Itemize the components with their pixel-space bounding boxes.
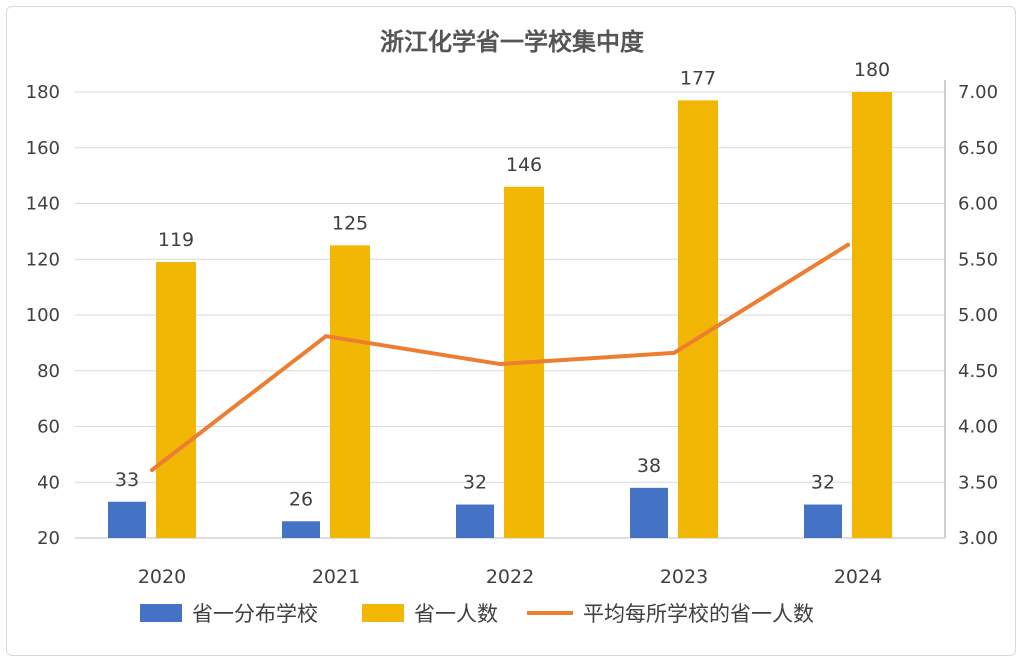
left-axis-tick-label: 80	[37, 361, 60, 382]
legend: 省一分布学校 省一人数 平均每所学校的省一人数	[140, 602, 814, 626]
left-axis-tick-label: 160	[26, 138, 60, 159]
average-line-series	[150, 242, 850, 472]
chart-title: 浙江化学省一学校集中度	[380, 28, 645, 56]
average-line-point	[150, 467, 154, 472]
data-label: 32	[811, 472, 835, 494]
average-line	[150, 242, 850, 472]
data-label: 119	[158, 229, 194, 251]
right-axis-tick-label: 5.50	[958, 249, 998, 270]
average-line-point	[672, 350, 676, 355]
bars	[108, 92, 892, 539]
right-axis-tick-label: 3.00	[958, 528, 998, 549]
bar-school-count	[282, 521, 320, 538]
data-label: 26	[289, 488, 313, 510]
x-axis-category-label: 2023	[660, 566, 708, 588]
left-axis-tick-label: 100	[26, 305, 60, 326]
average-line-point	[846, 242, 850, 247]
left-axis-tick-label: 20	[37, 528, 60, 549]
right-axis-tick-label: 4.00	[958, 417, 998, 438]
right-axis-tick-label: 4.50	[958, 361, 998, 382]
average-line-point	[498, 362, 502, 367]
data-label: 38	[637, 455, 661, 477]
legend-label: 省一分布学校	[192, 602, 318, 626]
bar-student-count	[156, 262, 196, 538]
left-axis-tick-label: 40	[37, 472, 60, 493]
x-axis-category-label: 2020	[138, 566, 186, 588]
data-label: 32	[463, 472, 487, 494]
right-axis-tick-label: 7.00	[958, 82, 998, 103]
data-label: 177	[680, 67, 716, 89]
right-axis-tick-label: 6.00	[958, 194, 998, 215]
bar-school-count	[804, 504, 842, 538]
bar-school-count	[108, 501, 146, 538]
x-axis-category-label: 2022	[486, 566, 534, 588]
bar-student-count	[330, 245, 370, 538]
x-axis-category-label: 2021	[312, 566, 360, 588]
left-axis-tick-label: 120	[26, 249, 60, 270]
bar-school-count	[456, 504, 494, 538]
right-axis-tick-label: 3.50	[958, 472, 998, 493]
average-line-point	[324, 334, 328, 339]
bar-school-count	[630, 487, 668, 538]
data-label: 33	[115, 469, 139, 491]
legend-label: 平均每所学校的省一人数	[583, 602, 814, 626]
bar-student-count	[852, 92, 892, 538]
right-axis-tick-label: 6.50	[958, 138, 998, 159]
left-axis-tick-label: 140	[26, 194, 60, 215]
data-labels: 33 119 26 125 32 146 38 177 32 180	[115, 59, 890, 510]
data-label: 146	[506, 154, 542, 176]
left-axis-tick-label: 60	[37, 417, 60, 438]
x-axis-category-label: 2024	[834, 566, 882, 588]
right-axis-tick-label: 5.00	[958, 305, 998, 326]
data-label: 125	[332, 212, 368, 234]
data-label: 180	[854, 59, 890, 81]
legend-swatch	[362, 604, 404, 622]
legend-label: 省一人数	[414, 602, 498, 626]
bar-student-count	[678, 100, 718, 539]
legend-swatch	[140, 604, 182, 622]
left-axis-tick-label: 180	[26, 82, 60, 103]
